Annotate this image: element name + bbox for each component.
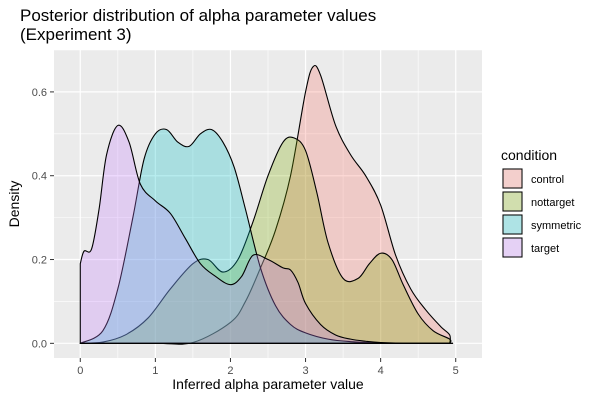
y-axis-title: Density: [6, 181, 22, 228]
legend-swatch-target: [502, 237, 523, 258]
x-axis: 0 1 2 3 4 5: [77, 358, 459, 377]
legend-label-control: control: [531, 174, 564, 186]
legend-label-target: target: [531, 243, 559, 255]
y-tick-label: 0.2: [32, 255, 47, 267]
legend-label-nottarget: nottarget: [531, 197, 574, 209]
x-tick-label: 4: [378, 365, 384, 377]
y-tick-label: 0.0: [32, 338, 47, 350]
y-tick-label: 0.4: [32, 171, 47, 183]
legend-label-symmetric: symmetric: [531, 220, 582, 232]
x-tick-label: 1: [152, 365, 158, 377]
legend-swatch-control: [502, 168, 523, 189]
y-tick-label: 0.6: [32, 87, 47, 99]
legend-key-nottarget: [502, 191, 523, 212]
chart-title-line-2: (Experiment 3): [20, 25, 131, 44]
legend-key-target: [502, 237, 523, 258]
legend-key-symmetric: [502, 214, 523, 235]
x-axis-title: Inferred alpha parameter value: [172, 376, 364, 392]
legend-swatch-nottarget: [502, 191, 523, 212]
x-tick-label: 2: [227, 365, 233, 377]
x-tick-label: 5: [453, 365, 459, 377]
x-tick-label: 0: [77, 365, 83, 377]
legend-swatch-symmetric: [502, 214, 523, 235]
density-area-control: [79, 64, 451, 345]
legend-key-control: [502, 168, 523, 189]
x-tick-label: 3: [302, 365, 308, 377]
density-areas: [79, 64, 454, 345]
density-area-nottarget: [79, 136, 452, 344]
density-area-symmetric: [79, 128, 454, 344]
legend-title: condition: [501, 147, 557, 163]
density-area-target: [79, 124, 454, 344]
y-axis: 0.0 0.2 0.4 0.6: [32, 87, 54, 350]
chart-title-line-1: Posterior distribution of alpha paramete…: [20, 6, 376, 25]
legend: condition control nottarget symmetric targe…: [501, 147, 582, 258]
